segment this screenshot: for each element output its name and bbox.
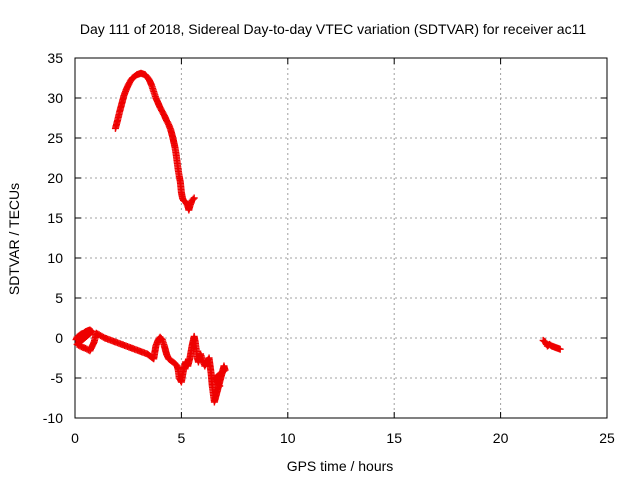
data-point — [216, 382, 224, 390]
data-point — [215, 381, 223, 389]
chart-title: Day 111 of 2018, Sidereal Day-to-day VTE… — [80, 21, 586, 37]
data-point — [189, 195, 197, 203]
x-tick-label: 20 — [493, 430, 509, 446]
y-tick-label: -10 — [43, 410, 63, 426]
y-tick-label: 35 — [47, 50, 63, 66]
axis-ticks — [74, 57, 608, 419]
tick-labels: 0 5 10 15 20 25 -10 -5 0 5 10 15 20 25 30 35 — [43, 50, 615, 446]
y-axis-label: SDTVAR / TECUs — [6, 183, 22, 295]
y-tick-label: -5 — [51, 370, 64, 386]
data-point — [556, 345, 564, 353]
x-axis-label: GPS time / hours — [287, 458, 394, 474]
series-arc-high — [111, 69, 198, 214]
x-tick-label: 25 — [599, 430, 615, 446]
y-tick-label: 5 — [55, 290, 63, 306]
series-arc-low — [72, 326, 229, 406]
x-tick-label: 15 — [386, 430, 402, 446]
data-point — [190, 194, 198, 202]
y-tick-label: 15 — [47, 210, 63, 226]
x-tick-label: 0 — [71, 430, 79, 446]
y-tick-label: 10 — [47, 250, 63, 266]
y-tick-label: 20 — [47, 170, 63, 186]
y-tick-label: 25 — [47, 130, 63, 146]
data-points — [72, 69, 564, 406]
x-tick-label: 5 — [178, 430, 186, 446]
y-tick-label: 0 — [55, 330, 63, 346]
series-arc-late — [539, 336, 564, 353]
grid-lines — [75, 58, 607, 418]
plot-frame — [74, 57, 608, 419]
y-tick-label: 30 — [47, 90, 63, 106]
x-tick-label: 10 — [280, 430, 296, 446]
